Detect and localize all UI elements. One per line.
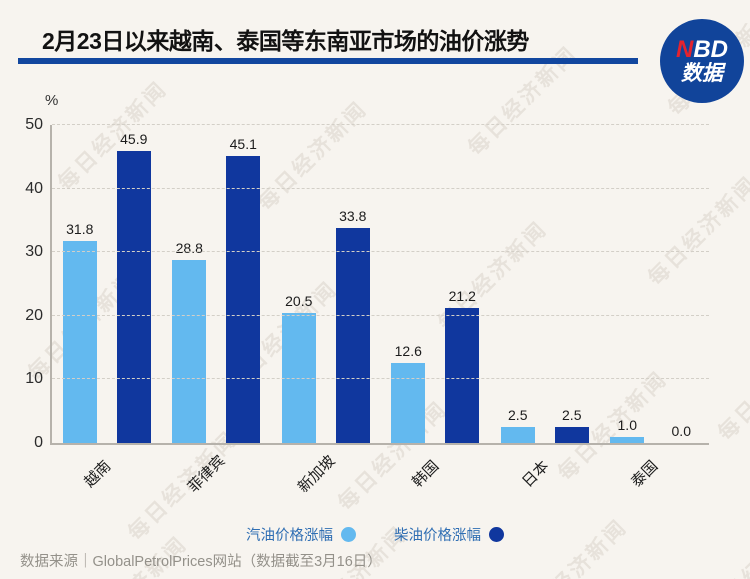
y-axis-label: 30: [25, 243, 43, 261]
legend-dot: [489, 527, 504, 542]
watermark-text: 每日经济新闻: [514, 515, 633, 579]
bar-gasoline: 31.8: [62, 221, 97, 443]
bar-value-label: 1.0: [617, 416, 637, 433]
x-axis-label: 泰国: [628, 457, 662, 491]
bar-group: 20.5 33.8 新加坡: [271, 125, 381, 496]
title-underline: [18, 58, 638, 64]
nbd-logo-bd: BD: [693, 36, 728, 64]
legend-label: 柴油价格涨幅: [394, 528, 481, 544]
y-axis-label: 10: [25, 370, 43, 388]
gridline: [52, 187, 709, 189]
gridline: [52, 314, 709, 316]
y-axis-unit-label: %: [45, 92, 59, 109]
legend-item: 汽油价格涨幅: [246, 524, 356, 545]
bar-value-label: 2.5: [508, 407, 528, 424]
nbd-logo-text: NBD: [676, 37, 728, 62]
bar-group: 1.0 0.0 泰国: [600, 125, 710, 491]
x-axis-label: 菲律宾: [185, 452, 229, 497]
legend: 汽油价格涨幅 柴油价格涨幅: [0, 524, 750, 545]
y-axis-labels: 0 10 20 30 40 50: [0, 116, 43, 451]
bar-group: 28.8 45.1 菲律宾: [162, 125, 272, 496]
nbd-logo-n: N: [675, 36, 694, 64]
watermark-text: 每日经济新闻: [714, 327, 750, 446]
bar-value-label: 2.5: [562, 407, 582, 424]
bar-group: 12.6 21.2 韩国: [381, 125, 491, 491]
bar-gasoline: 28.8: [172, 240, 207, 443]
data-source: 数据来源｜GlobalPetrolPrices网站（数据截至3月16日）: [20, 554, 382, 570]
bar-diesel: 2.5: [554, 407, 589, 443]
bar-diesel: 33.8: [335, 208, 370, 443]
legend-item: 柴油价格涨幅: [394, 524, 504, 545]
bar-value-label: 45.9: [120, 131, 148, 148]
x-axis-label: 日本: [518, 457, 553, 491]
bar-value-label: 28.8: [175, 239, 203, 256]
bar-value-label: 33.8: [339, 208, 367, 225]
bar-value-label: 31.8: [66, 220, 94, 237]
y-axis-label: 20: [25, 306, 43, 324]
bar-gasoline: 20.5: [281, 293, 316, 443]
plot-area: 31.8 45.9 越南 28.8 45.1 菲律宾 20.5 33.8 新加坡 12.6 21.2…: [50, 124, 710, 496]
nbd-logo-subtext: 数据: [681, 61, 723, 85]
bar-value-label: 45.1: [229, 136, 257, 153]
bar-diesel: 45.1: [226, 136, 261, 443]
x-axis-label: 新加坡: [294, 452, 339, 497]
legend-label: 汽油价格涨幅: [246, 528, 333, 544]
y-axis-label: 0: [34, 434, 43, 451]
gridline: [52, 124, 709, 125]
bar-gasoline: 12.6: [391, 343, 426, 443]
bar-group: 2.5 2.5 日本: [490, 125, 600, 491]
page-title: 2月23日以来越南、泰国等东南亚市场的油价涨势: [42, 28, 529, 54]
bar-value-label: 12.6: [394, 342, 422, 359]
bar-groups: 31.8 45.9 越南 28.8 45.1 菲律宾 20.5 33.8 新加坡 12.6 21.2…: [52, 125, 710, 496]
bar-group: 31.8 45.9 越南: [52, 125, 162, 491]
y-axis-label: 40: [25, 179, 43, 197]
bar-diesel: 45.9: [116, 131, 151, 443]
bar-gasoline: 1.0: [610, 417, 645, 443]
bar-diesel: 21.2: [445, 288, 480, 443]
legend-dot: [341, 527, 356, 542]
x-axis-label: 越南: [80, 457, 115, 491]
bar-gasoline: 2.5: [500, 407, 535, 443]
x-axis-label: 韩国: [409, 457, 443, 491]
bar-value-label: 20.5: [285, 292, 313, 309]
gridline: [52, 251, 709, 253]
bar-value-label: 21.2: [448, 288, 476, 305]
gridline: [52, 378, 709, 380]
nbd-logo: NBD 数据: [660, 19, 744, 103]
y-axis-label: 50: [25, 116, 43, 133]
bar-value-label: 0.0: [671, 423, 691, 439]
